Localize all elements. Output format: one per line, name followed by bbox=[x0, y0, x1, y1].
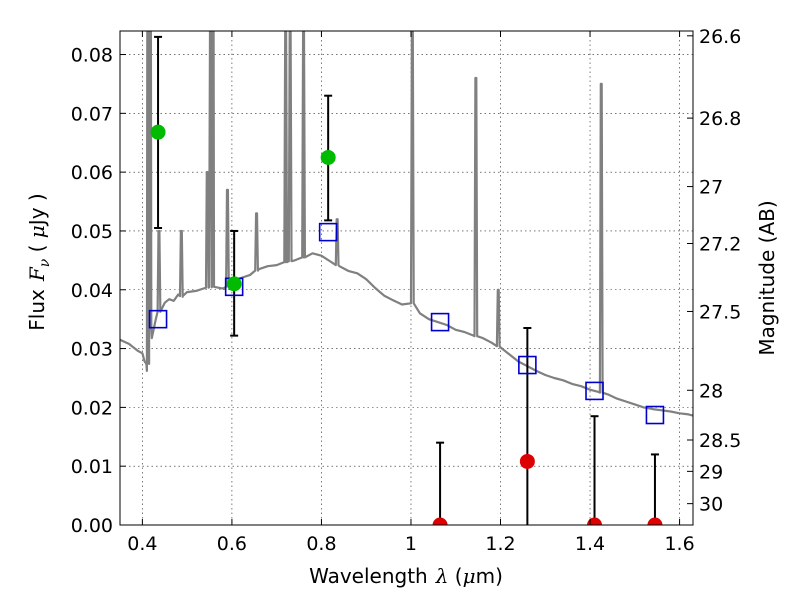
y-tick-label: 0.01 bbox=[71, 456, 113, 478]
axes: 0.4 0.6 0.8 1 1.2 1.4 1.6 0.00 0.01 0.02 0.03 0.04 0… bbox=[71, 26, 742, 555]
nondetection-point bbox=[432, 517, 448, 525]
x-tick-label: 1.6 bbox=[664, 533, 694, 555]
mag-tick-label: 26.8 bbox=[699, 108, 741, 130]
mag-tick-label: 26.6 bbox=[699, 26, 741, 48]
mag-tick-label: 28.5 bbox=[699, 430, 741, 452]
mag-tick-label: 27.2 bbox=[699, 234, 741, 256]
y-axis-label: FluxFν ( μJy ) bbox=[25, 193, 53, 330]
model-point bbox=[318, 222, 338, 242]
x-axis-label: Wavelength λ (μm) bbox=[309, 564, 503, 588]
model-point bbox=[148, 309, 168, 329]
detection-point bbox=[150, 124, 166, 140]
plot-area bbox=[120, 31, 693, 525]
nondetection-point bbox=[519, 453, 535, 469]
y-tick-label: 0.08 bbox=[71, 45, 113, 67]
mag-tick-label: 29 bbox=[699, 461, 723, 483]
x-tick-label: 1.4 bbox=[575, 533, 605, 555]
spectrum-line bbox=[120, 31, 693, 417]
x-tick-label: 1 bbox=[405, 533, 417, 555]
nondetection-point bbox=[587, 517, 603, 525]
mag-tick-label: 27.5 bbox=[699, 301, 741, 323]
y-tick-label: 0.05 bbox=[71, 221, 113, 243]
mag-tick-label: 27 bbox=[699, 177, 723, 199]
nondetection-point bbox=[647, 517, 663, 525]
y2-axis-label: Magnitude (AB) bbox=[755, 200, 779, 355]
model-point bbox=[645, 405, 665, 425]
model-point bbox=[430, 312, 450, 332]
x-tick-label: 0.6 bbox=[217, 533, 247, 555]
y-tick-label: 0.02 bbox=[71, 397, 113, 419]
y-tick-label: 0.06 bbox=[71, 162, 113, 184]
x-tick-label: 0.4 bbox=[127, 533, 157, 555]
y-tick-label: 0.04 bbox=[71, 280, 113, 302]
mag-tick-label: 30 bbox=[699, 494, 723, 516]
model-point bbox=[518, 355, 537, 375]
detection-point bbox=[320, 149, 336, 165]
y-tick-label: 0.00 bbox=[71, 515, 113, 537]
mag-tick-label: 28 bbox=[699, 380, 723, 402]
detection-point bbox=[226, 276, 242, 292]
y-tick-label: 0.07 bbox=[71, 103, 113, 125]
y-tick-label: 0.03 bbox=[71, 339, 113, 361]
x-tick-label: 0.8 bbox=[306, 533, 336, 555]
plot-frame bbox=[119, 30, 694, 526]
x-tick-label: 1.2 bbox=[485, 533, 515, 555]
model-point bbox=[585, 381, 604, 401]
